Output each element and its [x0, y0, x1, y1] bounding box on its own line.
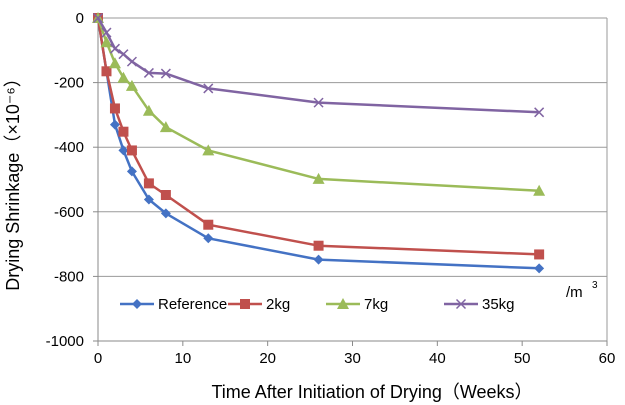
- data-point: [160, 208, 171, 219]
- x-tick-label: 40: [429, 350, 446, 367]
- data-point: [313, 240, 324, 251]
- series-reference: [93, 13, 545, 274]
- data-point: [203, 233, 214, 244]
- unit-annotation: /m 3: [566, 280, 598, 301]
- y-tick-label: -400: [54, 139, 84, 156]
- x-tick-label: 20: [259, 350, 276, 367]
- data-point: [109, 119, 120, 130]
- data-point: [101, 66, 112, 77]
- cross-stroke: [143, 67, 154, 78]
- data-point: [313, 254, 324, 265]
- data-point: [160, 68, 171, 79]
- data-point: [534, 107, 545, 118]
- y-tick-label: -1000: [46, 333, 84, 350]
- cross-stroke: [313, 97, 324, 108]
- series-line: [96, 17, 540, 256]
- legend-item-35kg: 35kg: [444, 296, 515, 313]
- legend-label: 2kg: [266, 296, 290, 313]
- data-point: [203, 219, 214, 230]
- series-line: [96, 17, 540, 193]
- cross-stroke: [118, 49, 129, 60]
- gridlines: [98, 82, 607, 277]
- square-marker: [240, 299, 250, 309]
- cross-stroke: [126, 56, 137, 67]
- x-axis-title: Time After Initiation of Drying（Weeks）: [211, 382, 532, 402]
- y-tick-labels: 0 -200 -400 -600 -800 -1000: [46, 10, 84, 350]
- series-2kg: [93, 13, 545, 260]
- legend-label: Reference: [158, 296, 227, 313]
- y-axis-title: Drying Shrinkage（×10⁻⁶）: [3, 69, 23, 291]
- legend-item-2kg: 2kg: [228, 296, 290, 313]
- unit-text: /m: [566, 284, 583, 301]
- data-point: [534, 249, 545, 260]
- data-point: [159, 121, 172, 133]
- series-line: [96, 17, 540, 114]
- data-point: [160, 190, 171, 201]
- data-point: [203, 83, 214, 94]
- legend: Reference 2kg 7kg 35kg: [120, 296, 515, 313]
- cross-marker: [455, 298, 467, 310]
- triangle-marker: [337, 298, 349, 309]
- series-line: [96, 17, 540, 270]
- data-point: [125, 79, 138, 91]
- series-7kg: [92, 12, 546, 196]
- unit-exponent: 3: [592, 280, 598, 291]
- x-tick-label: 30: [344, 350, 361, 367]
- x-tick-label: 10: [174, 350, 191, 367]
- y-tick-label: 0: [76, 10, 84, 27]
- data-point: [126, 166, 137, 177]
- x-tick-label: 0: [94, 350, 102, 367]
- data-point: [92, 12, 104, 24]
- axes: [93, 17, 608, 346]
- data-point: [533, 184, 546, 196]
- data-point: [143, 194, 154, 205]
- data-point: [202, 144, 215, 156]
- cross-stroke: [534, 107, 545, 118]
- cross-stroke: [160, 68, 171, 79]
- data-point: [142, 104, 155, 116]
- data-point: [312, 172, 325, 184]
- data-point: [108, 57, 121, 69]
- legend-item-7kg: 7kg: [326, 296, 388, 313]
- data-point: [143, 178, 154, 189]
- legend-item-reference: Reference: [120, 296, 227, 313]
- data-point: [109, 43, 120, 54]
- data-point: [109, 103, 120, 114]
- data-point: [126, 145, 137, 156]
- y-tick-label: -200: [54, 75, 84, 92]
- y-tick-label: -800: [54, 268, 84, 285]
- cross-stroke: [92, 12, 104, 24]
- y-tick-label: -600: [54, 204, 84, 221]
- data-point: [100, 36, 113, 48]
- diamond-marker: [132, 299, 142, 309]
- legend-label: 35kg: [482, 296, 515, 313]
- data-point: [118, 126, 129, 137]
- cross-stroke: [101, 27, 112, 38]
- data-point: [117, 71, 130, 83]
- data-point: [118, 49, 129, 60]
- data-point: [118, 145, 129, 156]
- data-point: [126, 56, 137, 67]
- series-35kg: [92, 12, 545, 118]
- cross-stroke: [109, 43, 120, 54]
- data-point: [534, 263, 545, 274]
- x-tick-label: 60: [599, 350, 616, 367]
- data-point: [143, 67, 154, 78]
- x-tick-label: 50: [514, 350, 531, 367]
- series-layer: [92, 12, 546, 274]
- x-tick-labels: 0 10 20 30 40 50 60: [94, 350, 616, 367]
- cross-stroke: [455, 298, 467, 310]
- data-point: [313, 97, 324, 108]
- legend-label: 7kg: [364, 296, 388, 313]
- cross-stroke: [203, 83, 214, 94]
- data-point: [101, 27, 112, 38]
